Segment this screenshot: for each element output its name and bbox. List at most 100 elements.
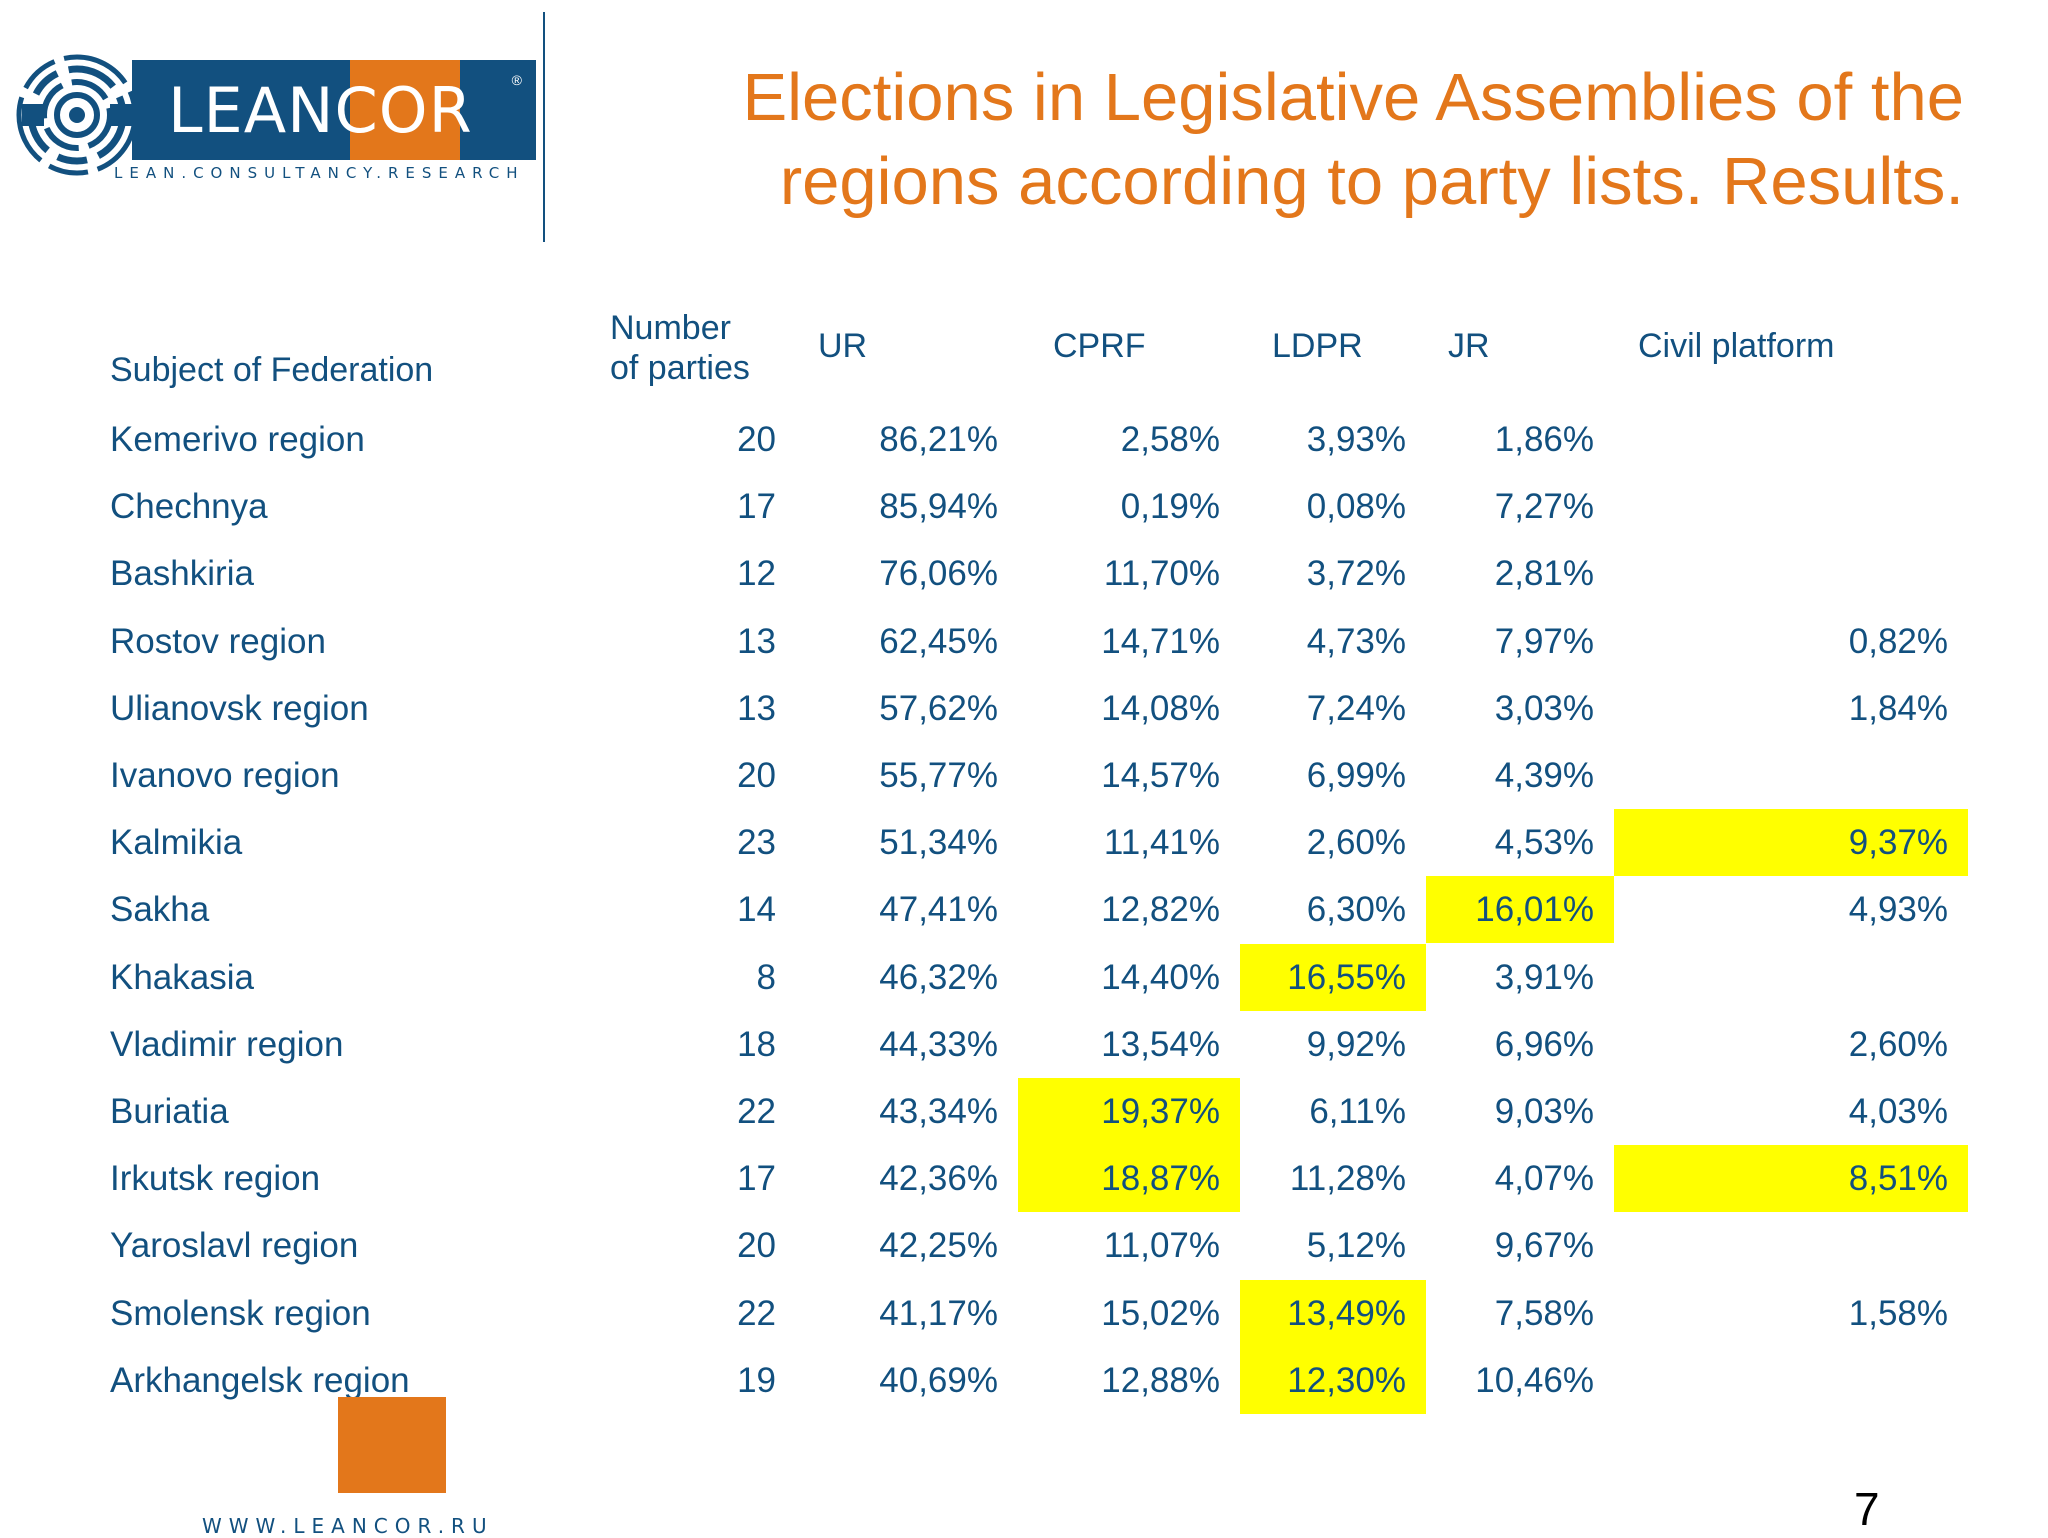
parties-cell: 20 (737, 420, 776, 459)
subject-cell: Vladimir region (110, 1024, 344, 1064)
logo-orange-block (350, 60, 460, 160)
jr-cell: 7,97% (1494, 621, 1594, 661)
parties-cell: 23 (737, 823, 776, 863)
parties-cell: 22 (737, 1293, 776, 1333)
subject-cell: Kemerivo region (110, 420, 365, 459)
subject-cell: Chechnya (110, 487, 268, 527)
table-row: Kemerivo region 20 86,21% 2,58% 3,93% 1,86% (0, 406, 2048, 473)
header-divider (543, 12, 545, 242)
parties-cell: 20 (737, 756, 776, 795)
table-row: Irkutsk region 17 42,36% 18,87% 11,28% 4,07% 8… (0, 1145, 2048, 1213)
civil-cell (1614, 944, 1968, 1011)
ur-cell: 76,06% (879, 554, 998, 594)
parties-cell: 17 (737, 487, 776, 527)
parties-cell: 8 (756, 957, 776, 997)
table-row: Buriatia 22 43,34% 19,37% 6,11% 9,03% 4,03% (0, 1078, 2048, 1145)
logo-wordmark: LEANCOR (168, 74, 473, 147)
cprf-cell: 18,87% (1018, 1145, 1240, 1213)
table-row: Rostov region 13 62,45% 14,71% 4,73% 7,97% 0,8… (0, 608, 2048, 675)
table-row: Yaroslavl region 20 42,25% 11,07% 5,12% 9,67% (0, 1212, 2048, 1279)
logo-tagline: LEAN.CONSULTANCY.RESEARCH (114, 164, 525, 182)
subject-cell: Buriatia (110, 1092, 229, 1131)
ldpr-cell: 3,93% (1306, 420, 1406, 459)
jr-cell: 7,58% (1494, 1293, 1594, 1333)
ur-cell: 42,25% (879, 1226, 998, 1266)
civil-cell: 9,37% (1614, 809, 1968, 877)
ur-cell: 57,62% (879, 688, 998, 728)
subject-cell: Yaroslavl region (110, 1226, 359, 1266)
ur-cell: 85,94% (879, 487, 998, 527)
subject-cell: Rostov region (110, 621, 326, 661)
logo-band: LEANCOR ® (132, 60, 536, 160)
subject-cell: Ivanovo region (110, 756, 340, 795)
cprf-cell: 12,88% (1101, 1360, 1220, 1400)
cprf-cell: 11,07% (1103, 1226, 1220, 1266)
parties-cell: 17 (737, 1159, 776, 1199)
table-row: Arkhangelsk region 19 40,69% 12,88% 12,30% 10… (0, 1346, 2048, 1414)
table-row: Chechnya 17 85,94% 0,19% 0,08% 7,27% (0, 473, 2048, 540)
table-row: Bashkiria 12 76,06% 11,70% 3,72% 2,81% (0, 540, 2048, 607)
ldpr-cell: 6,99% (1306, 756, 1406, 795)
jr-cell: 1,86% (1494, 420, 1594, 459)
cprf-cell: 14,57% (1101, 756, 1220, 795)
jr-cell: 3,91% (1494, 957, 1594, 997)
cprf-cell: 0,19% (1120, 487, 1220, 527)
cprf-cell: 19,37% (1018, 1078, 1240, 1145)
ldpr-cell: 6,11% (1309, 1092, 1406, 1131)
subject-cell: Kalmikia (110, 823, 243, 863)
ldpr-cell: 12,30% (1240, 1346, 1426, 1414)
ldpr-cell: 5,12% (1306, 1226, 1406, 1266)
ldpr-cell: 6,30% (1306, 890, 1406, 930)
civil-cell: 4,03% (1848, 1092, 1948, 1131)
slide-title-line2: regions according to party lists. Result… (779, 144, 1964, 219)
cprf-cell: 2,58% (1120, 420, 1220, 459)
slide-title: Elections in Legislative Assemblies of t… (584, 56, 1964, 224)
ur-cell: 86,21% (879, 420, 998, 459)
ldpr-cell: 16,55% (1240, 943, 1426, 1011)
ldpr-cell: 3,72% (1306, 554, 1406, 594)
subject-cell: Khakasia (110, 957, 254, 997)
footer-orange-square (338, 1397, 446, 1493)
cprf-cell: 13,54% (1101, 1024, 1220, 1064)
table-row: Smolensk region 22 41,17% 15,02% 13,49% 7,58%… (0, 1279, 2048, 1347)
jr-cell: 16,01% (1426, 876, 1614, 944)
jr-cell: 6,96% (1494, 1024, 1594, 1064)
ur-cell: 44,33% (879, 1024, 998, 1064)
slide-title-line1: Elections in Legislative Assemblies of t… (742, 60, 1964, 135)
page-number: 7 (1854, 1483, 1880, 1535)
civil-cell: 4,93% (1848, 890, 1948, 930)
jr-cell: 4,39% (1494, 756, 1594, 795)
jr-cell: 4,53% (1494, 823, 1594, 863)
parties-cell: 12 (737, 554, 776, 594)
parties-cell: 18 (737, 1024, 776, 1064)
cprf-cell: 11,70% (1103, 554, 1220, 594)
header-cprf: CPRF (1053, 327, 1146, 365)
registered-mark: ® (511, 72, 522, 88)
jr-cell: 4,07% (1494, 1159, 1594, 1199)
parties-cell: 22 (737, 1092, 776, 1131)
civil-cell: 2,60% (1848, 1024, 1948, 1064)
civil-cell: 1,58% (1848, 1293, 1948, 1333)
subject-cell: Sakha (110, 890, 210, 930)
ur-cell: 51,34% (879, 823, 998, 863)
civil-cell (1614, 742, 1968, 809)
subject-cell: Smolensk region (110, 1293, 371, 1333)
jr-cell: 10,46% (1475, 1360, 1594, 1400)
table-row: Vladimir region 18 44,33% 13,54% 9,92% 6,96% 2… (0, 1011, 2048, 1078)
table-row: Ivanovo region 20 55,77% 14,57% 6,99% 4,39% (0, 742, 2048, 809)
jr-cell: 9,67% (1494, 1226, 1594, 1266)
parties-cell: 14 (737, 890, 776, 930)
ur-cell: 40,69% (879, 1360, 998, 1400)
header-jr: JR (1448, 327, 1490, 365)
civil-cell (1614, 540, 1968, 607)
ur-cell: 47,41% (879, 890, 998, 930)
ldpr-cell: 9,92% (1306, 1024, 1406, 1064)
jr-cell: 3,03% (1494, 688, 1594, 728)
civil-cell: 1,84% (1848, 688, 1948, 728)
subject-cell: Bashkiria (110, 554, 254, 594)
jr-cell: 2,81% (1494, 554, 1594, 594)
civil-cell (1614, 473, 1968, 540)
ldpr-cell: 4,73% (1306, 621, 1406, 661)
ldpr-cell: 13,49% (1240, 1279, 1426, 1347)
jr-cell: 9,03% (1494, 1092, 1594, 1131)
